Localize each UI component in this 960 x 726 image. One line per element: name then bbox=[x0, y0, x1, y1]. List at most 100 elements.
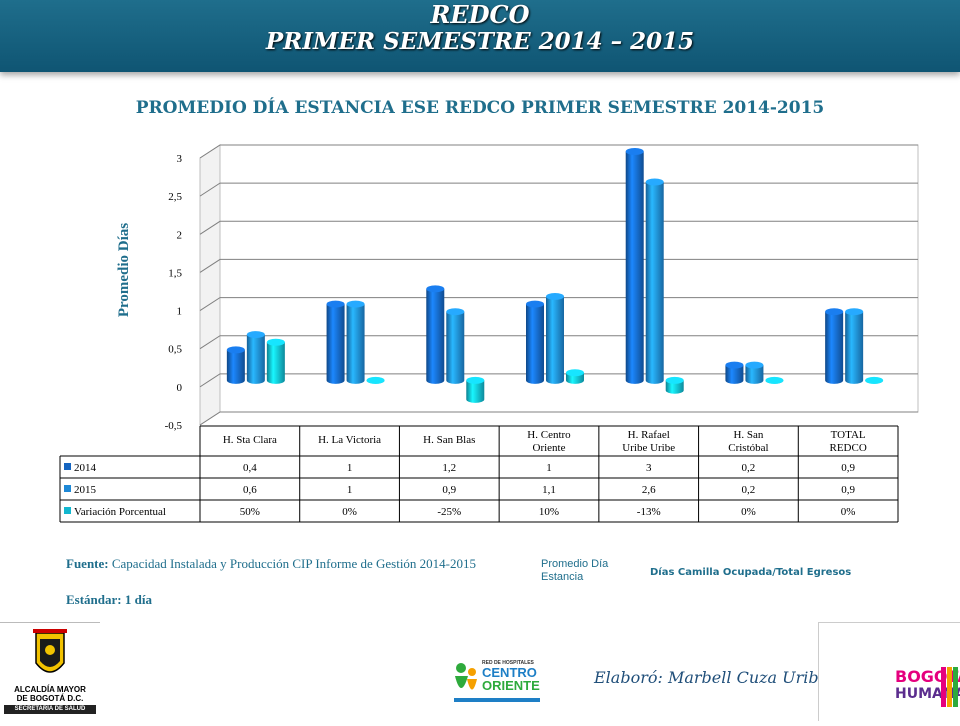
gridline bbox=[199, 335, 918, 350]
data-label: 0,6 bbox=[243, 484, 257, 496]
source-label: Fuente: bbox=[66, 556, 109, 571]
y-tick-label: -0,5 bbox=[165, 420, 183, 432]
category-label: REDCO bbox=[830, 442, 867, 454]
data-label: 50% bbox=[240, 506, 260, 518]
bar-top bbox=[266, 338, 285, 346]
bar-top bbox=[725, 361, 744, 369]
y-tick-label: 3 bbox=[177, 153, 183, 165]
bar-variación-porcentual bbox=[665, 380, 684, 394]
bar-2014 bbox=[625, 151, 644, 384]
bar-2015 bbox=[845, 311, 864, 384]
data-label: 1,2 bbox=[442, 462, 456, 474]
definition-formula: Días Camilla Ocupada/Total Egresos bbox=[650, 567, 852, 578]
bar-top bbox=[765, 376, 784, 384]
category-label: Cristóbal bbox=[728, 442, 768, 454]
category-label: H. Rafael bbox=[628, 429, 670, 441]
red-hospitales-icon bbox=[454, 663, 540, 702]
bar-top bbox=[346, 300, 365, 308]
bar-2014 bbox=[326, 304, 345, 384]
y-tick-label: 2 bbox=[177, 229, 183, 241]
bar-top bbox=[745, 361, 764, 369]
plot-side-wall bbox=[199, 144, 221, 426]
bar-2014 bbox=[725, 365, 744, 384]
bar-top bbox=[665, 376, 684, 384]
bar-top bbox=[466, 376, 485, 384]
legend-swatch bbox=[64, 507, 71, 514]
red-centro-oriente-logo: RED DE HOSPITALES CENTRO ORIENTE bbox=[452, 656, 544, 708]
bar-top bbox=[246, 331, 265, 339]
chart-title: PROMEDIO DÍA ESTANCIA ESE REDCO PRIMER S… bbox=[135, 98, 825, 118]
legend-label: Variación Porcentual bbox=[74, 506, 166, 518]
bar-chart: -0,5 0 0,5 1 1,5 2 2,5 3 Promedio Días H. Sta Cla… bbox=[59, 144, 919, 523]
alcaldia-line1: ALCALDÍA MAYOR bbox=[14, 685, 86, 694]
y-tick-label: 0 bbox=[177, 382, 183, 394]
data-label: 0,2 bbox=[742, 462, 756, 474]
legend-label: 2014 bbox=[74, 462, 97, 474]
bar-2015 bbox=[346, 304, 365, 384]
data-label: 0,4 bbox=[243, 462, 257, 474]
gridline bbox=[199, 297, 918, 311]
bar-top bbox=[566, 369, 584, 377]
data-label: 1 bbox=[347, 484, 353, 496]
red-label: RED DE HOSPITALES bbox=[482, 660, 534, 666]
data-label: 0,9 bbox=[841, 484, 855, 496]
y-tick-label: 2,5 bbox=[168, 191, 182, 203]
data-label: 0,2 bbox=[742, 484, 756, 496]
bar-top bbox=[825, 308, 844, 316]
header-title: REDCO bbox=[430, 0, 530, 29]
gridline bbox=[199, 220, 918, 235]
header-subtitle: PRIMER SEMESTRE 2014 – 2015 bbox=[265, 28, 695, 55]
oriente-label: ORIENTE bbox=[482, 678, 540, 693]
alcaldia-logo: ALCALDÍA MAYOR DE BOGOTÁ D.C. SECRETARÍA… bbox=[0, 622, 100, 721]
data-label: 1 bbox=[347, 462, 353, 474]
category-label: H. Sta Clara bbox=[223, 434, 277, 446]
bar-top bbox=[845, 308, 864, 316]
data-label: 0% bbox=[342, 506, 357, 518]
category-label: H. La Victoria bbox=[318, 434, 381, 446]
bar-top bbox=[366, 376, 385, 384]
legend-swatch bbox=[64, 463, 71, 470]
category-label: H. San bbox=[733, 429, 763, 441]
legend-label: 2015 bbox=[74, 484, 97, 496]
data-label: 2,6 bbox=[642, 484, 656, 496]
bar-2015 bbox=[546, 296, 564, 384]
bar-variación-porcentual bbox=[466, 380, 485, 403]
alcaldia-line3: SECRETARÍA DE SALUD bbox=[4, 705, 96, 714]
category-label: Uribe Uribe bbox=[622, 442, 675, 454]
gridline bbox=[199, 411, 918, 426]
bar-top bbox=[645, 178, 664, 186]
gridline bbox=[199, 373, 918, 388]
bar-top bbox=[426, 285, 445, 293]
data-label: 3 bbox=[646, 462, 652, 474]
slide-header: REDCO PRIMER SEMESTRE 2014 – 2015 bbox=[0, 0, 960, 72]
y-axis-label: Promedio Días bbox=[116, 223, 132, 317]
y-tick-label: 1 bbox=[177, 306, 183, 318]
centro-label: CENTRO bbox=[482, 665, 537, 680]
data-label: 1,1 bbox=[542, 484, 556, 496]
source-note: Fuente: Capacidad Instalada y Producción… bbox=[66, 556, 506, 572]
bar-2015 bbox=[446, 311, 465, 384]
bar-top bbox=[625, 148, 644, 155]
bar-top bbox=[546, 292, 564, 300]
data-label: 1 bbox=[546, 462, 552, 474]
coat-of-arms-icon bbox=[33, 629, 67, 673]
bar-top bbox=[326, 300, 345, 308]
category-label: H. San Blas bbox=[423, 434, 475, 446]
bar-variación-porcentual bbox=[266, 342, 285, 384]
bar-2014 bbox=[825, 311, 844, 384]
data-label: 0,9 bbox=[841, 462, 855, 474]
data-label: 0,9 bbox=[442, 484, 456, 496]
bar-top bbox=[226, 346, 245, 354]
alcaldia-line2: DE BOGOTÁ D.C. bbox=[16, 694, 84, 703]
elaborated-by: Elaboró: Marbell Cuza Uribe bbox=[594, 668, 829, 687]
y-tick-label: 0,5 bbox=[168, 344, 182, 356]
definition-term: Promedio Día Estancia bbox=[541, 558, 609, 583]
data-label: -25% bbox=[437, 506, 461, 518]
bar-2014 bbox=[426, 288, 445, 384]
bar-2015 bbox=[246, 334, 265, 384]
data-label: 0% bbox=[741, 506, 756, 518]
legend-swatch bbox=[64, 485, 71, 492]
category-label: H. Centro bbox=[527, 429, 571, 441]
bar-top bbox=[865, 376, 884, 384]
data-label: 0% bbox=[841, 506, 856, 518]
